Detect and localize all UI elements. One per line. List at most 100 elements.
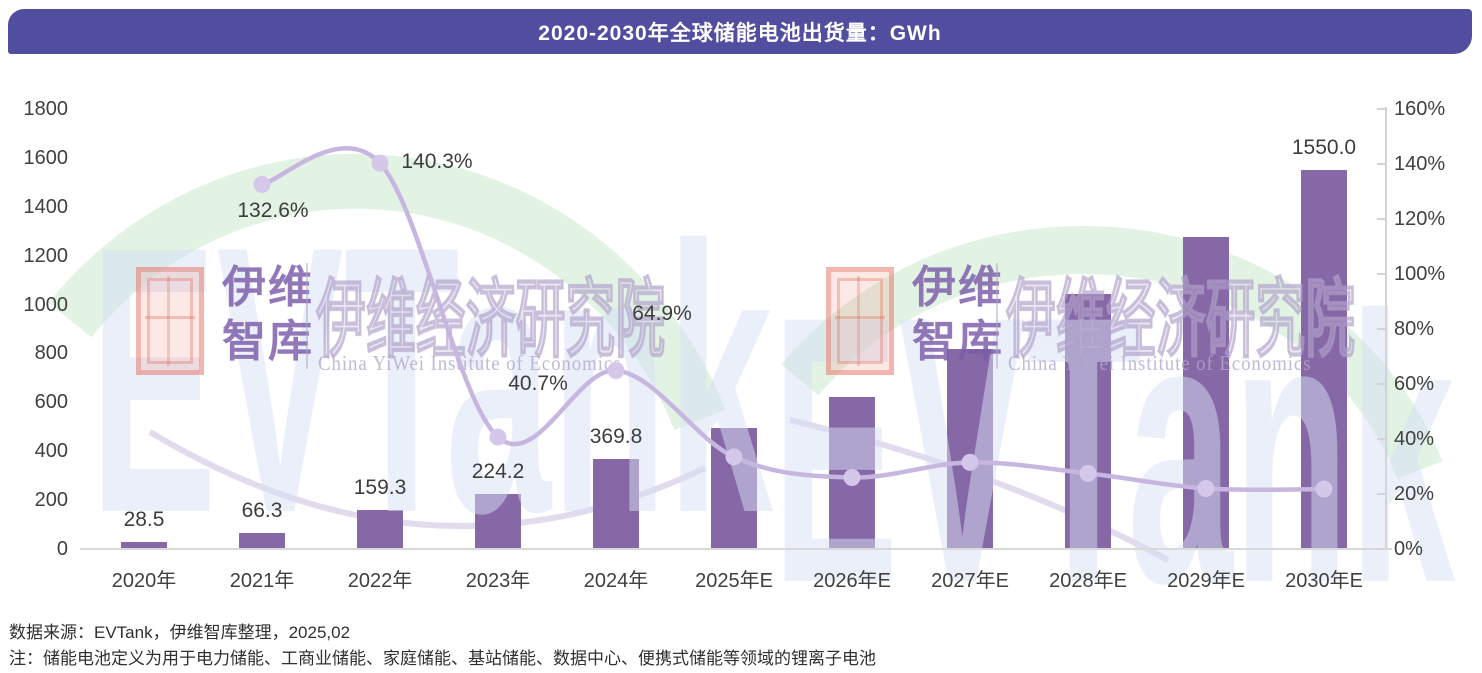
right-axis-tick-mark: [1377, 163, 1386, 165]
right-axis-tick-mark: [1377, 438, 1386, 440]
right-axis-tick-label: 80%: [1394, 318, 1435, 340]
line-marker: [1315, 480, 1333, 498]
institute-english-text: China YiWei Institute of Economics: [318, 351, 622, 375]
x-axis-label: 2023年: [465, 570, 531, 592]
green-swoosh-left: [48, 153, 726, 431]
line-marker: [1079, 464, 1097, 482]
bar-value-label: 224.2: [471, 460, 525, 484]
line-marker: [371, 154, 389, 172]
bar-value-label: 66.3: [241, 498, 283, 522]
left-axis-tick-label: 600: [34, 391, 68, 414]
data-source-text: 数据来源：EVTank，伊维智库整理，2025,02: [9, 623, 351, 642]
right-axis-tick-label: 20%: [1394, 483, 1435, 505]
right-axis-tick-label: 60%: [1394, 373, 1435, 395]
institute-english-text: China YiWei Institute of Economics: [1008, 351, 1312, 375]
line-value-label: 132.6%: [237, 199, 309, 223]
right-axis-tick-mark: [1377, 493, 1386, 495]
zhiku-text: 智库: [222, 317, 314, 366]
line-value-label: 40.7%: [508, 372, 568, 396]
title-banner: 2020-2030年全球储能电池出货量：GWh: [8, 9, 1472, 54]
x-axis-line: [80, 548, 1392, 550]
seal-pattern-line: [835, 316, 885, 319]
right-axis-tick-mark: [1377, 328, 1386, 330]
bar: [239, 532, 285, 548]
left-axis-tick-label: 1000: [23, 293, 69, 316]
bar-value-label: 1550.0: [1291, 136, 1357, 160]
seal-pattern-line: [145, 316, 195, 319]
chart-title: 2020-2030年全球储能电池出货量：GWh: [538, 21, 942, 45]
bar: [475, 494, 521, 548]
right-axis-tick-label: 140%: [1394, 153, 1446, 175]
evtank-watermark-right: EVTank: [772, 237, 1455, 662]
bar: [1065, 293, 1111, 548]
bar: [593, 458, 639, 548]
line-marker: [253, 175, 271, 193]
x-axis-label: 2026年E: [813, 570, 891, 592]
seal-pattern-line: [167, 276, 170, 366]
left-axis-tick-label: 0: [56, 538, 68, 560]
x-axis-label: 2020年: [111, 570, 177, 592]
bar: [947, 348, 993, 548]
x-axis-label: 2021年: [229, 570, 295, 592]
x-axis-label: 2030年E: [1285, 570, 1363, 592]
right-axis-tick-label: 160%: [1394, 98, 1446, 120]
bar-value-label: 28.5: [123, 508, 165, 532]
x-axis-label: 2022年: [347, 570, 413, 592]
green-swoosh-right: [781, 225, 1443, 479]
seal-pattern: [837, 278, 883, 364]
line-marker: [489, 428, 507, 446]
line-marker: [843, 469, 861, 486]
yiwei-text: 伊维: [912, 263, 1004, 312]
left-axis-tick-label: 200: [34, 489, 68, 512]
purple-swoosh-right: [789, 417, 1170, 563]
bar: [1183, 237, 1229, 548]
right-axis-tick-label: 120%: [1394, 208, 1446, 230]
institute-watermark-left: 伊维 智库 伊维经济研究院 China YiWei Institute of E…: [128, 255, 728, 395]
red-seal-logo: [826, 267, 894, 375]
left-axis-tick-label: 800: [34, 342, 68, 365]
x-axis-label: 2027年E: [931, 570, 1009, 592]
x-axis-label: 2025年E: [695, 570, 773, 592]
right-axis-tick-mark: [1377, 273, 1386, 275]
seal-pattern-line: [857, 276, 860, 366]
institute-watermark-right: 伊维 智库 伊维经济研究院 China YiWei Institute of E…: [818, 255, 1418, 395]
line-marker: [607, 362, 625, 380]
bar: [357, 510, 403, 548]
red-seal-logo: [136, 267, 204, 375]
right-axis-tick-mark: [1377, 548, 1386, 550]
right-axis-tick-label: 40%: [1394, 428, 1435, 450]
watermark-divider: [306, 263, 308, 369]
line-value-label: 140.3%: [401, 150, 473, 174]
x-axis-label: 2029年E: [1167, 570, 1245, 592]
yiwei-zhiku-text: 伊维 智库: [912, 261, 1004, 369]
right-axis-tick-label: 100%: [1394, 263, 1446, 285]
line-value-label: 64.9%: [632, 301, 692, 325]
institute-outline-text: 伊维经济研究院: [1006, 271, 1356, 369]
bar: [121, 542, 167, 548]
x-axis-label: 2028年E: [1049, 570, 1127, 592]
right-axis-tick-mark: [1377, 108, 1386, 110]
line-marker: [725, 448, 743, 466]
yiwei-zhiku-text: 伊维 智库: [222, 261, 314, 369]
zhiku-text: 智库: [912, 317, 1004, 366]
yiwei-text: 伊维: [222, 263, 314, 312]
growth-line: [261, 146, 1325, 493]
line-marker: [961, 453, 979, 471]
right-axis-tick-mark: [1377, 383, 1386, 385]
right-axis-tick-mark: [1377, 218, 1386, 220]
bar-value-label: 369.8: [589, 424, 643, 448]
watermark-divider: [996, 263, 998, 369]
bar: [829, 397, 875, 548]
footnote-text: 注：储能电池定义为用于电力储能、工商业储能、家庭储能、基站储能、数据中心、便携式…: [9, 649, 876, 668]
institute-outline-text: 伊维经济研究院: [316, 271, 666, 369]
line-marker: [1197, 480, 1215, 497]
left-axis-tick-label: 1800: [23, 98, 69, 120]
x-axis-label: 2024年: [583, 570, 649, 592]
